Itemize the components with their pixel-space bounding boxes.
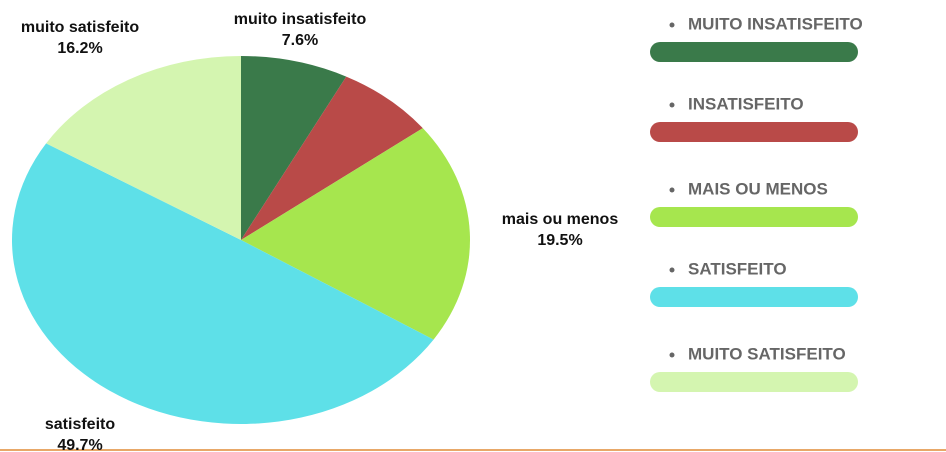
- legend-label: SATISFEITO: [688, 259, 787, 278]
- legend-swatch: [650, 207, 858, 227]
- legend-swatch: [650, 372, 858, 392]
- slice-value-label: 49.7%: [57, 437, 102, 452]
- slice-value-label: 19.5%: [537, 232, 582, 249]
- legend-bullet: [669, 102, 675, 108]
- legend-swatch: [650, 122, 858, 142]
- slice-label: muito satisfeito: [21, 19, 139, 36]
- legend-bullet: [669, 267, 675, 273]
- legend-bullet: [669, 352, 675, 358]
- legend-swatch: [650, 287, 858, 307]
- legend-label: MUITO INSATISFEITO: [688, 14, 863, 33]
- pie-slice: [241, 76, 423, 241]
- legend-label: MUITO SATISFEITO: [688, 344, 846, 363]
- legend-label: MAIS OU MENOS: [688, 179, 828, 198]
- legend-label: INSATISFEITO: [688, 94, 804, 113]
- pie-slice: [241, 56, 347, 240]
- pie-slice: [46, 56, 241, 240]
- legend-bullet: [669, 22, 675, 28]
- pie-slice: [11, 143, 434, 425]
- legend-swatch: [650, 42, 858, 62]
- slice-label: muito insatisfeito: [234, 11, 367, 28]
- pie-slice: [241, 128, 471, 340]
- slice-label: satisfeito: [45, 416, 115, 433]
- slice-label: mais ou menos: [502, 211, 619, 228]
- legend-bullet: [669, 187, 675, 193]
- slice-value-label: 16.2%: [57, 40, 102, 57]
- slice-value-label: 7.6%: [282, 32, 318, 49]
